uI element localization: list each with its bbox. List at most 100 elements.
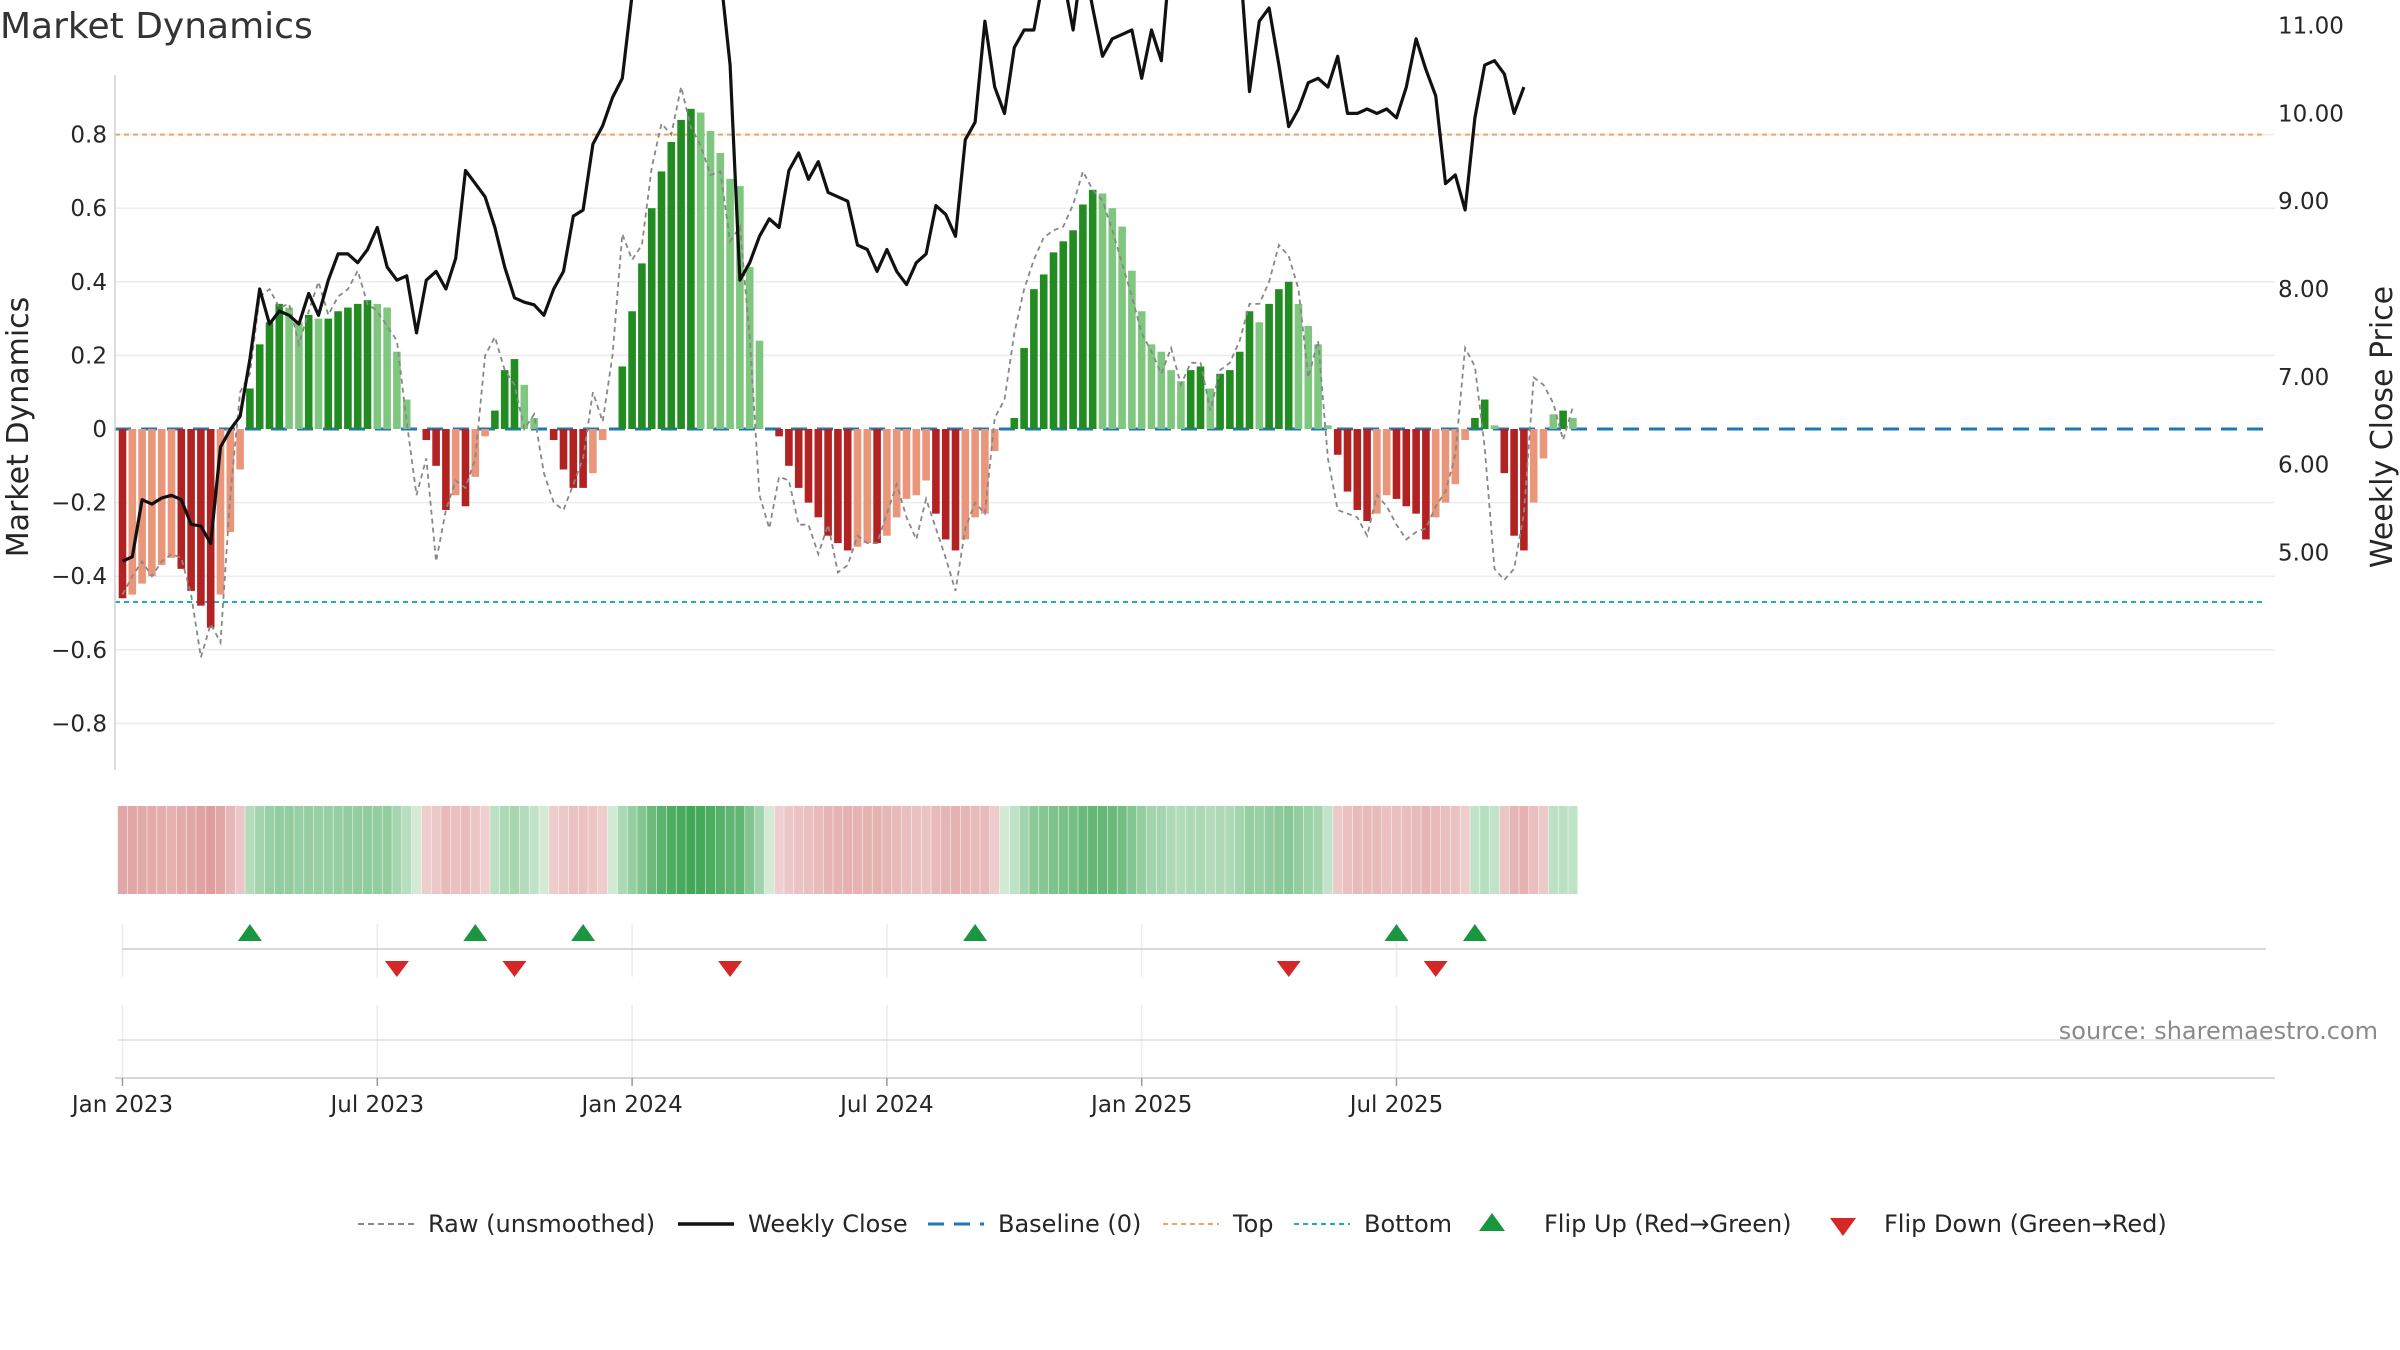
strip-cell-week-39 — [490, 806, 500, 894]
strip-cell-week-92 — [1009, 806, 1019, 894]
strip-cell-week-83 — [921, 806, 931, 894]
strip-cell-week-118 — [1264, 806, 1274, 894]
bar-week-83 — [922, 429, 930, 481]
bar-week-40 — [500, 370, 509, 429]
strip-cell-week-51 — [607, 806, 618, 894]
flip-down-marker — [1423, 961, 1448, 977]
left-tick-label: −0.4 — [51, 564, 107, 590]
strip-cell-week-142 — [1499, 806, 1509, 894]
strip-cell-week-74 — [833, 806, 843, 894]
bar-week-124 — [1324, 425, 1332, 429]
bar-week-81 — [902, 429, 911, 499]
bar-week-118 — [1265, 303, 1273, 429]
weekly-close-line — [121, 0, 1526, 563]
bar-week-102 — [1108, 208, 1117, 429]
strip-cell-week-132 — [1401, 806, 1411, 894]
bar-week-126 — [1343, 429, 1352, 492]
left-axis-label: Market Dynamics — [1, 297, 36, 558]
bar-week-70 — [794, 429, 803, 488]
strip-cell-week-63 — [725, 806, 735, 894]
regime-strip — [117, 806, 1578, 894]
flip-up-marker — [963, 924, 988, 941]
bar-week-117 — [1255, 322, 1264, 429]
strip-cell-week-119 — [1274, 806, 1284, 894]
bar-week-64 — [736, 186, 744, 429]
strip-cell-week-56 — [656, 806, 667, 894]
bar-week-143 — [1510, 429, 1518, 536]
bar-week-66 — [755, 340, 764, 429]
strip-cell-week-141 — [1489, 806, 1500, 894]
bar-week-24 — [344, 307, 352, 429]
bar-week-79 — [883, 429, 891, 536]
strip-cell-week-143 — [1509, 806, 1519, 894]
bar-week-76 — [853, 429, 862, 547]
bar-week-141 — [1490, 425, 1499, 429]
bar-week-49 — [589, 429, 597, 474]
bar-week-144 — [1520, 429, 1528, 551]
strip-cell-week-120 — [1284, 806, 1294, 894]
bar-week-43 — [530, 417, 538, 429]
bar-week-14 — [246, 388, 254, 429]
bar-week-2 — [128, 429, 137, 595]
bar-week-21 — [314, 318, 323, 429]
strip-cell-week-14 — [245, 806, 255, 894]
right-tick-label: 7.00 — [2278, 365, 2329, 391]
strip-cell-week-65 — [745, 806, 755, 894]
strip-cell-week-128 — [1362, 806, 1372, 894]
flip-down-marker — [718, 961, 743, 977]
bar-week-18 — [285, 307, 293, 429]
flip-down-marker — [384, 961, 409, 977]
strip-cell-week-87 — [960, 806, 970, 894]
bar-week-139 — [1471, 417, 1479, 429]
bar-week-122 — [1304, 325, 1313, 429]
bar-week-87 — [961, 429, 970, 540]
bar-week-149 — [1569, 417, 1577, 429]
strip-cell-week-34 — [441, 806, 451, 894]
strip-cell-week-149 — [1568, 806, 1578, 894]
strip-cell-week-42 — [519, 806, 529, 894]
bar-week-58 — [677, 119, 685, 429]
strip-cell-week-62 — [715, 806, 725, 894]
bar-week-77 — [863, 429, 872, 544]
strip-cell-week-111 — [1195, 806, 1206, 894]
bar-week-56 — [657, 171, 666, 429]
close-line-layer — [121, 0, 1526, 563]
bar-week-75 — [843, 429, 852, 551]
x-axis: Jan 2023 Jul 2023 Jan 2024 Jul 2024 Jan 2025… — [70, 1077, 2275, 1118]
strip-cell-week-36 — [460, 806, 471, 894]
strip-cell-week-73 — [823, 806, 833, 894]
bar-week-96 — [1049, 252, 1058, 429]
strip-cell-week-35 — [451, 806, 461, 894]
bar-week-47 — [569, 429, 578, 488]
strip-cell-week-105 — [1137, 806, 1147, 894]
bar-week-54 — [638, 263, 646, 429]
bar-week-68 — [775, 429, 783, 437]
bar-week-78 — [873, 429, 881, 544]
bar-week-29 — [393, 351, 401, 429]
axes: 0.80.60.40.20−0.2−0.4−0.6−0.812.0011.001… — [51, 14, 2344, 770]
strip-cell-week-97 — [1058, 806, 1068, 894]
bar-week-123 — [1314, 344, 1322, 429]
strip-cell-week-24 — [343, 806, 353, 894]
strip-cell-week-30 — [402, 806, 412, 894]
strip-cell-week-68 — [774, 806, 784, 894]
strip-cell-week-98 — [1068, 806, 1078, 894]
bar-week-85 — [941, 429, 950, 540]
strip-cell-week-102 — [1107, 806, 1117, 894]
strip-cell-week-121 — [1293, 806, 1304, 894]
strip-cell-week-55 — [647, 806, 657, 894]
bar-week-146 — [1539, 429, 1548, 459]
strip-cell-week-77 — [862, 806, 872, 894]
strip-cell-week-71 — [803, 806, 814, 894]
left-tick-label: 0.2 — [70, 343, 107, 369]
strip-cell-week-33 — [431, 806, 441, 894]
empty-panel — [118, 1005, 2272, 1078]
bar-week-113 — [1216, 373, 1224, 429]
strip-cell-week-76 — [852, 806, 863, 894]
bar-week-6 — [167, 429, 176, 558]
strip-cell-week-80 — [892, 806, 902, 894]
legend-flip-up-label: Flip Up (Red→Green) — [1544, 1210, 1792, 1238]
strip-cell-week-137 — [1450, 806, 1460, 894]
strip-cell-week-125 — [1333, 806, 1343, 894]
bar-week-101 — [1098, 193, 1107, 429]
